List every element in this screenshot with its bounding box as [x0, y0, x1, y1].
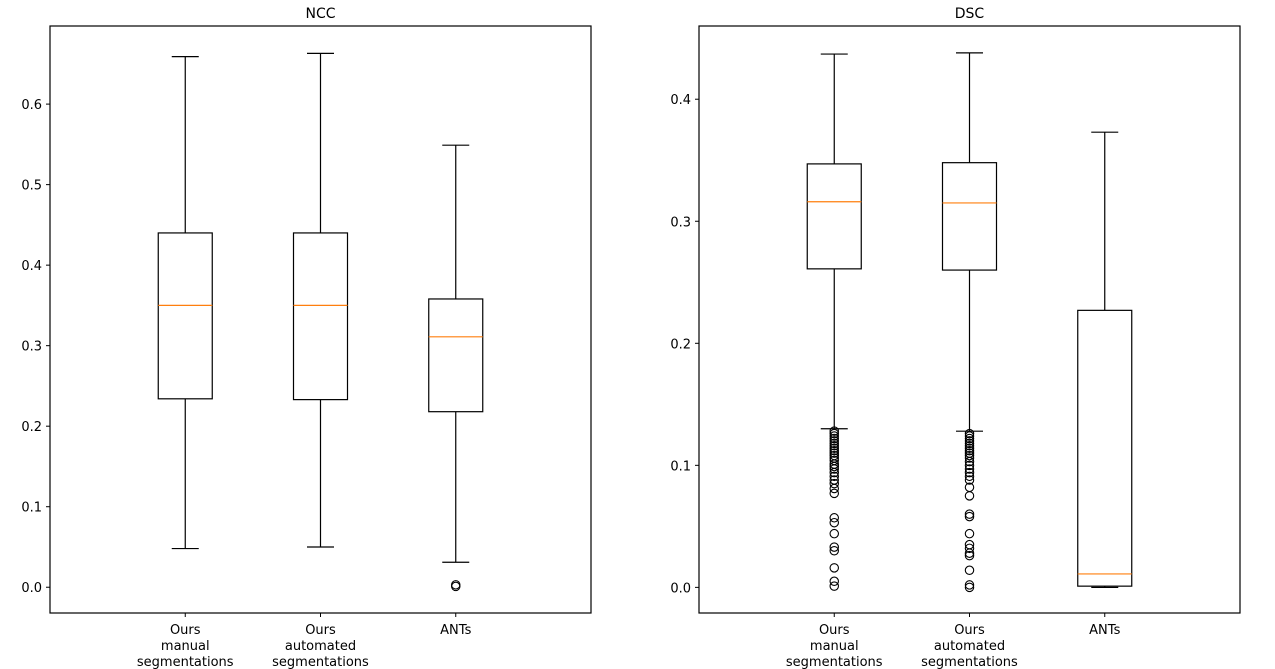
x-tick-label: segmentations: [137, 655, 234, 669]
outlier-point: [829, 483, 839, 494]
outlier-point: [829, 471, 839, 482]
outlier-point: [964, 565, 975, 576]
outlier-point: [829, 528, 839, 539]
box-3: [428, 144, 484, 592]
chart-panel-ncc: NCC0.00.10.20.30.40.50.6Oursmanualsegmen…: [21, 6, 592, 669]
outlier-point: [964, 441, 975, 451]
y-tick-label: 0.4: [21, 259, 42, 274]
outlier-point: [829, 467, 839, 478]
outlier-point: [964, 428, 975, 439]
outlier-point: [829, 488, 839, 499]
y-tick-label: 0.2: [21, 420, 42, 435]
outlier-point: [964, 443, 975, 453]
x-tick-label: segmentations: [921, 655, 1018, 669]
x-tick-label: ANTs: [1089, 623, 1120, 638]
outlier-point: [829, 513, 839, 523]
outlier-point: [829, 448, 839, 458]
outlier-point: [829, 436, 839, 446]
x-tick-label: segmentations: [272, 655, 369, 669]
outlier-point: [450, 580, 461, 590]
x-tick-label: manual: [810, 639, 859, 654]
outlier-point: [829, 441, 839, 451]
y-tick-label: 0.3: [21, 340, 42, 355]
y-tick-label: 0.0: [670, 581, 691, 596]
chart-panel-dsc: DSC0.00.10.20.30.4Oursmanualsegmentation…: [670, 6, 1241, 669]
outlier-point: [964, 580, 975, 590]
outlier-point: [964, 543, 975, 554]
outlier-point: [829, 563, 839, 573]
outlier-point: [964, 445, 975, 456]
outlier-point: [964, 433, 975, 444]
outlier-point: [964, 431, 975, 441]
x-tick-label: Ours: [305, 623, 336, 638]
x-tick-label: segmentations: [786, 655, 883, 669]
outlier-point: [829, 581, 839, 591]
outlier-point: [829, 445, 839, 456]
box-2: [292, 52, 349, 548]
outlier-point: [829, 431, 839, 441]
outlier-point: [829, 428, 839, 439]
y-tick-label: 0.1: [670, 459, 691, 474]
outlier-point: [964, 475, 975, 485]
x-tick-label: Ours: [819, 623, 850, 638]
chart-title: NCC: [305, 6, 335, 22]
box-1: [806, 53, 862, 591]
outlier-point: [964, 453, 975, 463]
outlier-point: [829, 546, 839, 556]
outlier-point: [964, 467, 975, 478]
x-tick-label: Ours: [170, 623, 201, 638]
axes-frame: [698, 25, 1241, 614]
x-tick-label: automated: [285, 639, 356, 654]
x-tick-label: manual: [161, 639, 210, 654]
box-iqr: [1077, 309, 1133, 587]
x-tick-label: automated: [934, 639, 1005, 654]
box-3: [1077, 131, 1133, 588]
outlier-point: [829, 461, 839, 472]
box-iqr: [806, 163, 862, 270]
outlier-point: [829, 517, 839, 528]
outlier-point: [964, 460, 975, 471]
y-tick-label: 0.5: [21, 179, 42, 194]
outlier-point: [964, 509, 975, 519]
outlier-point: [964, 548, 975, 558]
box-iqr: [292, 232, 349, 401]
outlier-point: [964, 528, 975, 539]
y-tick-label: 0.4: [670, 93, 691, 108]
outlier-point: [829, 464, 839, 474]
outlier-point: [829, 433, 839, 444]
outlier-point: [829, 542, 839, 552]
y-tick-label: 0.3: [670, 215, 691, 230]
outlier-point: [964, 438, 975, 449]
outlier-point: [964, 456, 975, 467]
outlier-point: [829, 478, 839, 489]
outlier-point: [964, 464, 975, 474]
outlier-point: [829, 443, 839, 453]
chart-title: DSC: [955, 6, 985, 22]
y-tick-label: 0.2: [670, 337, 691, 352]
outlier-point: [964, 511, 975, 522]
y-tick-label: 0.6: [21, 98, 42, 113]
outlier-point: [964, 582, 975, 593]
x-tick-label: Ours: [954, 623, 985, 638]
box-iqr: [157, 232, 213, 400]
outlier-point: [829, 438, 839, 449]
box-2: [941, 52, 998, 593]
y-tick-label: 0.0: [21, 581, 42, 596]
outlier-point: [964, 471, 975, 482]
outlier-point: [964, 491, 975, 501]
outlier-point: [829, 576, 839, 587]
box-iqr: [428, 298, 484, 413]
outlier-point: [964, 550, 975, 561]
box-1: [157, 55, 213, 550]
box-iqr: [941, 162, 998, 271]
outlier-point: [829, 426, 839, 436]
outlier-point: [964, 436, 975, 446]
y-tick-label: 0.1: [21, 501, 42, 516]
x-tick-label: ANTs: [440, 623, 471, 638]
outlier-point: [964, 450, 975, 461]
axes-frame: [49, 25, 592, 614]
